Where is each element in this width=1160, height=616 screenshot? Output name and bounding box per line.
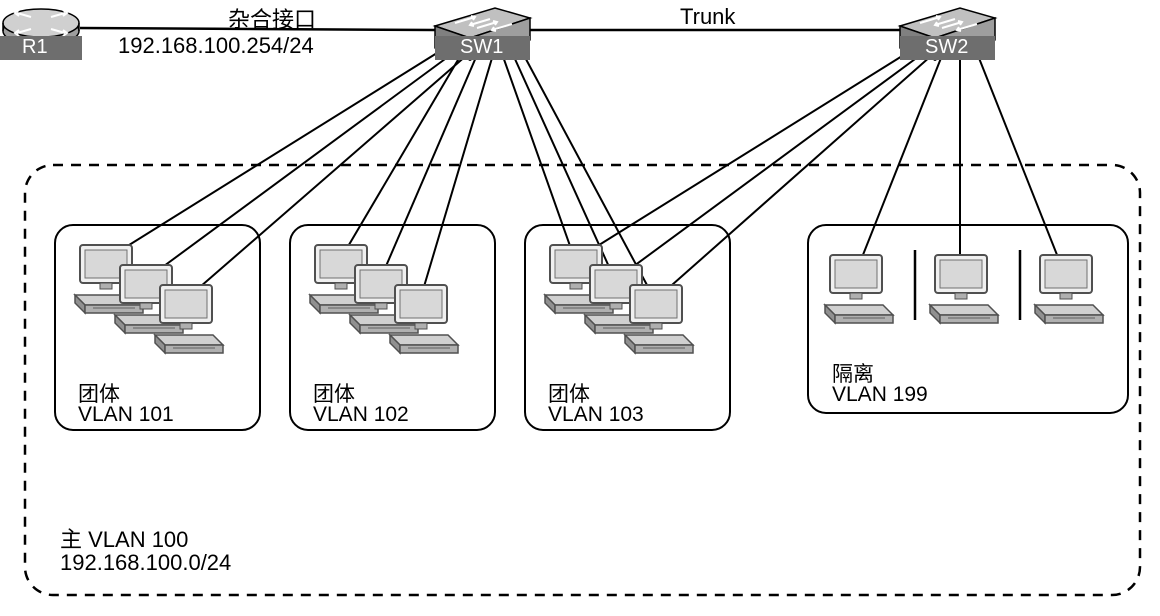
host-icon	[625, 285, 693, 353]
link-sw2-v199-c	[975, 48, 1065, 275]
link-sw1-v101-b	[145, 48, 460, 280]
link-sw1-v101-a	[105, 48, 445, 260]
host-icon	[155, 285, 223, 353]
vlan102-id: VLAN 102	[313, 403, 409, 427]
r1-ip-label: 192.168.100.254/24	[118, 33, 314, 59]
vlan103-id: VLAN 103	[548, 403, 644, 427]
hybrid-port-label: 杂合接口	[228, 2, 316, 34]
sw1-label: SW1	[460, 36, 503, 59]
host-icon	[390, 285, 458, 353]
sw2-label: SW2	[925, 36, 968, 59]
main-subnet-label: 192.168.100.0/24	[60, 550, 231, 576]
vlan101-id: VLAN 101	[78, 403, 174, 427]
host-icon	[825, 255, 893, 323]
host-icon	[930, 255, 998, 323]
trunk-label: Trunk	[680, 4, 735, 30]
host-icon	[1035, 255, 1103, 323]
vlan199-id: VLAN 199	[832, 383, 928, 407]
link-sw2-v103-c	[655, 48, 940, 300]
link-sw2-v103-a	[575, 48, 915, 260]
r1-label: R1	[22, 36, 48, 59]
